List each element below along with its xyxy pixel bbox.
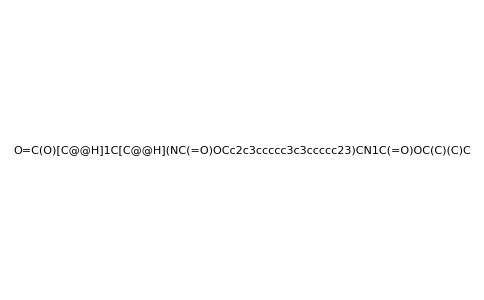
Text: O=C(O)[C@@H]1C[C@@H](NC(=O)OCc2c3ccccc3c3ccccc23)CN1C(=O)OC(C)(C)C: O=C(O)[C@@H]1C[C@@H](NC(=O)OCc2c3ccccc3c… bbox=[13, 145, 471, 155]
